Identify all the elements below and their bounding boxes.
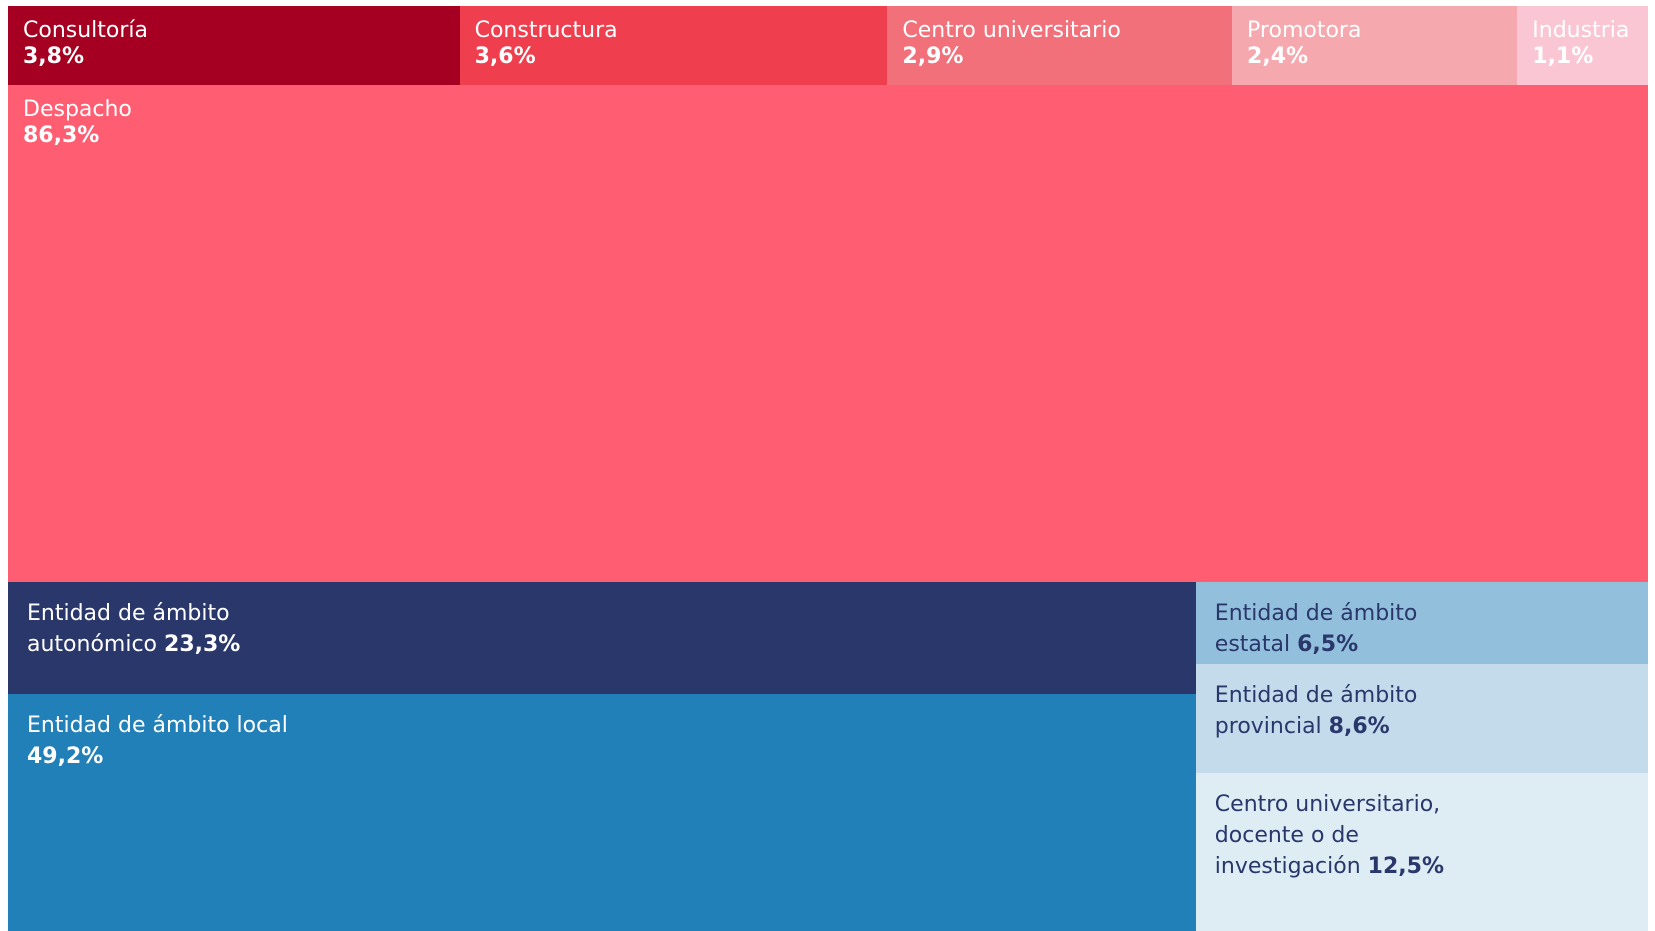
treemap-tile: Constructura 3,6% <box>459 6 888 86</box>
treemap-tile: Entidad de ámbito autonómico 23,3% <box>8 582 1196 695</box>
value-label: 1,1% <box>1532 44 1594 69</box>
value-label: 3,8% <box>23 44 85 69</box>
treemap-tile: Centro universitario 2,9% <box>887 6 1233 86</box>
category-name: Despacho <box>23 97 132 123</box>
value-label: 2,9% <box>902 44 964 69</box>
tile-label: Industria 1,1% <box>1532 18 1629 70</box>
value-label: 23,3% <box>164 632 241 657</box>
treemap-tile: Industria 1,1% <box>1517 6 1648 86</box>
value-label: 12,5% <box>1367 853 1444 879</box>
tile-label: Promotora 2,4% <box>1247 18 1361 70</box>
value-label: 86,3% <box>23 123 100 149</box>
category-name: Promotora <box>1247 18 1362 43</box>
tile-label: Centro universitario, docente o de inves… <box>1215 789 1485 882</box>
category-name: Consultoría <box>23 18 149 43</box>
treemap-tile: Entidad de ámbito local 49,2% <box>8 694 1196 931</box>
category-name: Entidad de ámbito provincial <box>1214 683 1418 740</box>
tile-label: Entidad de ámbito local 49,2% <box>27 710 297 772</box>
category-name: Centro universitario <box>902 18 1121 43</box>
value-label: 49,2% <box>27 744 104 770</box>
treemap-tile: Centro universitario, docente o de inves… <box>1195 772 1648 931</box>
tile-label: Entidad de ámbito estatal 6,5% <box>1215 598 1485 660</box>
category-name: Constructura <box>474 18 618 43</box>
treemap-tile: Entidad de ámbito estatal 6,5% <box>1195 582 1648 665</box>
tile-label: Despacho 86,3% <box>23 97 132 149</box>
category-name: Entidad de ámbito estatal <box>1214 601 1418 657</box>
treemap-tile: Promotora 2,4% <box>1232 6 1518 86</box>
category-name: Entidad de ámbito local <box>27 713 288 739</box>
value-label: 6,5% <box>1297 632 1359 657</box>
category-name: Industria <box>1532 18 1630 43</box>
tile-label: Entidad de ámbito provincial 8,6% <box>1215 680 1485 742</box>
treemap-tile: Despacho 86,3% <box>8 85 1648 582</box>
tile-label: Constructura 3,6% <box>475 18 618 70</box>
value-label: 2,4% <box>1247 44 1309 69</box>
value-label: 3,6% <box>474 44 536 69</box>
treemap-tile: Consultoría 3,8% <box>8 6 460 86</box>
tile-label: Consultoría 3,8% <box>23 18 148 70</box>
category-name: Centro universitario, docente o de inves… <box>1214 791 1441 879</box>
category-name: Entidad de ámbito autonómico <box>27 601 230 657</box>
tile-label: Entidad de ámbito autonómico 23,3% <box>27 598 297 660</box>
tile-label: Centro universitario 2,9% <box>902 18 1120 70</box>
treemap-tile: Entidad de ámbito provincial 8,6% <box>1195 664 1648 773</box>
value-label: 8,6% <box>1328 714 1390 740</box>
